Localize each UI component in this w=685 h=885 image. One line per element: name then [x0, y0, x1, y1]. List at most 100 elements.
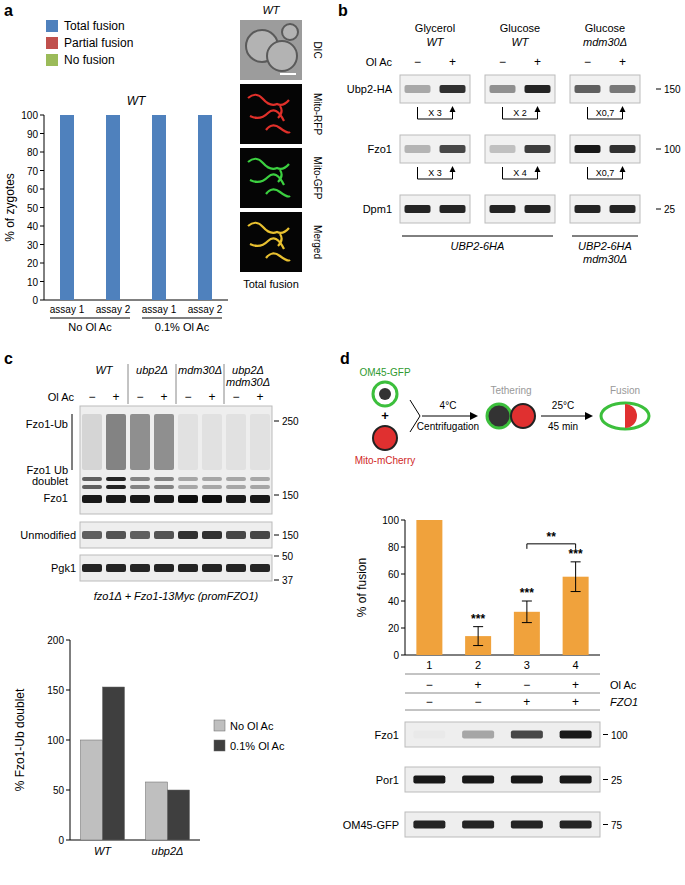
lane-label: −	[184, 390, 191, 404]
y-tick	[40, 300, 44, 301]
blot-band	[82, 531, 102, 539]
y-tick-label: 200	[47, 635, 64, 646]
blot-band	[130, 495, 150, 503]
blot-band	[525, 205, 551, 213]
label: Centrifugation	[417, 421, 479, 432]
lane-label: −	[584, 55, 591, 69]
label: mdm30Δ	[583, 36, 627, 48]
fold-label: X0,7	[596, 108, 615, 118]
condition-cell: −	[475, 695, 482, 709]
y-tick	[40, 189, 44, 190]
legend-swatch	[46, 54, 58, 66]
y-tick-label: 0	[393, 650, 399, 661]
blot-band	[413, 776, 445, 784]
lane-label: −	[414, 55, 421, 69]
blot-label: Dpm1	[363, 203, 392, 215]
y-tick	[66, 840, 70, 841]
lane-label: −	[499, 55, 506, 69]
y-tick	[401, 628, 405, 629]
blot-band	[413, 821, 445, 829]
marker-dash	[656, 89, 661, 90]
condition-cell: +	[475, 678, 482, 692]
blot-band	[106, 531, 126, 539]
fold-bracket	[503, 107, 538, 119]
y-tick-label: 100	[47, 735, 64, 746]
blot-band	[178, 495, 198, 503]
blot-band	[82, 495, 102, 503]
blot-band	[405, 145, 431, 153]
lane-label: +	[112, 390, 119, 404]
y-tick-label: 10	[27, 277, 39, 288]
mw-marker: 100	[664, 144, 681, 155]
condition-cell: −	[523, 678, 530, 692]
genotype-label: ubp2Δ	[232, 364, 264, 376]
arrow	[422, 416, 470, 417]
y-tick	[66, 640, 70, 641]
blot-band	[440, 85, 466, 93]
blot-band	[462, 776, 494, 784]
condition-cell: −	[426, 695, 433, 709]
y-tick	[401, 655, 405, 656]
blot-band	[82, 414, 102, 470]
blot-band	[130, 477, 150, 481]
y-tick	[401, 574, 405, 575]
bar	[106, 115, 120, 116]
blot-band	[154, 477, 174, 481]
bar	[60, 115, 74, 116]
significance: ***	[471, 612, 485, 626]
fold-bracket	[588, 107, 623, 119]
lane-label: +	[256, 390, 263, 404]
blot-band	[560, 731, 592, 739]
marker-dash	[274, 535, 279, 536]
mitochondria	[248, 223, 290, 261]
x-tick-label: ubp2Δ	[152, 845, 184, 857]
bar	[106, 115, 120, 116]
group-divider	[176, 364, 177, 404]
blot-band	[575, 205, 601, 213]
y-tick	[40, 170, 44, 171]
plot-marks	[81, 687, 190, 840]
group-bracket	[50, 318, 130, 319]
mito-fused-red	[625, 404, 637, 428]
label: OM45-GFP	[359, 367, 410, 378]
fold-bracket	[503, 167, 538, 179]
blot-band	[250, 531, 270, 539]
blot	[400, 135, 470, 163]
significance: **	[547, 530, 557, 544]
bar	[198, 115, 212, 300]
blot-band	[575, 145, 601, 153]
bar	[198, 115, 212, 116]
mitochondria	[248, 159, 290, 197]
blot-label: Fzo1	[44, 492, 68, 504]
label: Mito-mCherry	[355, 455, 416, 466]
x-tick-label: 1	[426, 659, 432, 671]
marker-dash	[274, 421, 279, 422]
lane-label: −	[232, 390, 239, 404]
channel-label: Mito-GFP	[312, 157, 323, 200]
caption: Total fusion	[243, 278, 299, 290]
blot-band	[490, 85, 516, 93]
blot-band	[130, 485, 150, 489]
blot-band	[106, 485, 126, 489]
label: 4°C	[440, 400, 457, 411]
y-tick	[66, 740, 70, 741]
blot	[570, 195, 640, 223]
blot-band	[226, 564, 246, 572]
micrograph-bg	[240, 20, 302, 80]
mito-green	[487, 404, 511, 428]
strain-label: UBP2-6HA	[451, 240, 505, 252]
blot	[405, 767, 600, 792]
x-tick-label: assay 2	[96, 304, 131, 315]
blot-band	[202, 477, 222, 481]
y-tick-label: 80	[388, 542, 400, 553]
significance: ***	[569, 547, 583, 561]
x-tick-label: assay 2	[188, 304, 223, 315]
blot-band	[250, 477, 270, 481]
y-tick-label: 40	[388, 596, 400, 607]
blot	[80, 522, 272, 548]
blot-band	[226, 495, 246, 503]
x-tick-label: 3	[524, 659, 530, 671]
channel-label: Merged	[312, 225, 323, 259]
bar	[103, 687, 125, 840]
mw-marker: 25	[664, 204, 676, 215]
